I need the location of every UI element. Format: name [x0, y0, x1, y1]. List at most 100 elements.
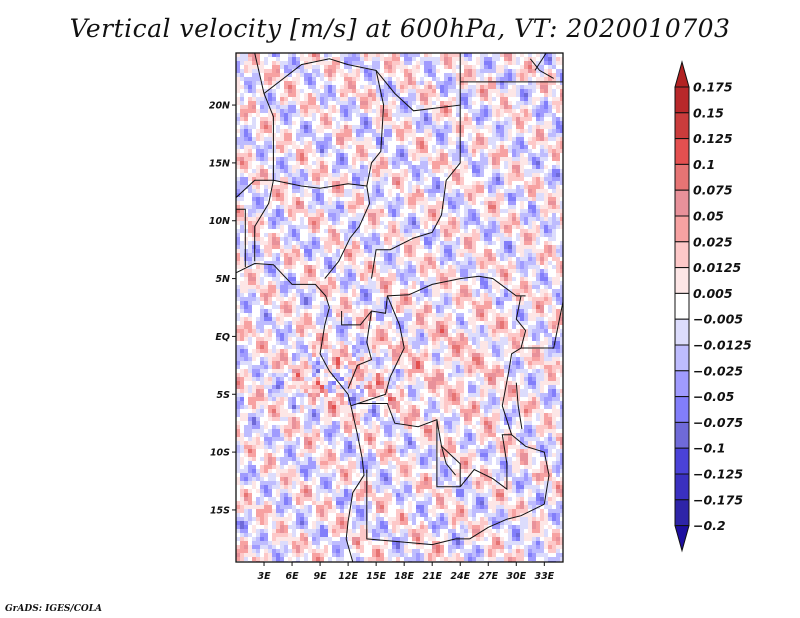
field-cell [484, 153, 488, 157]
field-cell [360, 345, 364, 349]
field-cell [476, 61, 480, 65]
field-cell [472, 161, 476, 165]
field-cell [556, 173, 560, 177]
field-cell [252, 189, 256, 193]
field-cell [392, 317, 396, 321]
field-cell [488, 297, 492, 301]
field-cell [536, 333, 540, 337]
field-cell [260, 169, 264, 173]
field-cell [508, 337, 512, 341]
field-cell [452, 89, 456, 93]
field-cell [436, 189, 440, 193]
field-cell [504, 105, 508, 109]
field-cell [556, 97, 560, 101]
field-cell [364, 117, 368, 121]
field-cell [308, 193, 312, 197]
field-cell [428, 285, 432, 289]
field-cell [488, 325, 492, 329]
field-cell [360, 177, 364, 181]
field-cell [280, 177, 284, 181]
field-cell [548, 149, 552, 153]
field-cell [424, 293, 428, 297]
field-cell [288, 261, 292, 265]
field-cell [484, 329, 488, 333]
field-cell [444, 249, 448, 253]
field-cell [460, 325, 464, 329]
field-cell [384, 269, 388, 273]
field-cell [520, 233, 524, 237]
field-cell [420, 77, 424, 81]
field-cell [556, 253, 560, 257]
field-cell [524, 105, 528, 109]
field-cell [340, 229, 344, 233]
field-cell [388, 249, 392, 253]
field-cell [524, 245, 528, 249]
field-cell [416, 225, 420, 229]
field-cell [500, 341, 504, 345]
field-cell [524, 309, 528, 313]
field-cell [360, 153, 364, 157]
field-cell [328, 261, 332, 265]
field-cell [428, 129, 432, 133]
field-cell [364, 77, 368, 81]
field-cell [376, 65, 380, 69]
field-cell [436, 305, 440, 309]
field-cell [408, 257, 412, 261]
field-cell [516, 157, 520, 161]
field-cell [264, 293, 268, 297]
field-cell [324, 265, 328, 269]
field-cell [544, 301, 548, 305]
field-cell [260, 293, 264, 297]
field-cell [304, 257, 308, 261]
field-cell [376, 317, 380, 321]
field-cell [464, 209, 468, 213]
field-cell [316, 213, 320, 217]
field-cell [312, 237, 316, 241]
field-cell [316, 209, 320, 213]
field-cell [256, 57, 260, 61]
field-cell [324, 281, 328, 285]
field-cell [500, 309, 504, 313]
field-cell [452, 181, 456, 185]
field-cell [504, 129, 508, 133]
field-cell [276, 129, 280, 133]
field-cell [536, 61, 540, 65]
field-cell [324, 89, 328, 93]
field-cell [540, 293, 544, 297]
field-cell [264, 197, 268, 201]
field-cell [444, 113, 448, 117]
field-cell [264, 245, 268, 249]
field-cell [264, 141, 268, 145]
field-cell [500, 277, 504, 281]
field-cell [560, 205, 563, 209]
field-cell [456, 89, 460, 93]
field-cell [276, 57, 280, 61]
field-cell [492, 265, 496, 269]
field-cell [292, 293, 296, 297]
field-cell [324, 145, 328, 149]
field-cell [372, 229, 376, 233]
field-cell [288, 205, 292, 209]
field-cell [328, 281, 332, 285]
field-cell [252, 193, 256, 197]
field-cell [260, 325, 264, 329]
field-cell [528, 181, 532, 185]
field-cell [376, 213, 380, 217]
field-cell [488, 229, 492, 233]
field-cell [472, 229, 476, 233]
field-cell [296, 189, 300, 193]
field-cell [308, 333, 312, 337]
field-cell [360, 273, 364, 277]
field-cell [444, 289, 448, 293]
field-cell [304, 293, 308, 297]
field-cell [336, 273, 340, 277]
field-cell [528, 245, 532, 249]
field-cell [440, 345, 444, 349]
field-cell [404, 273, 408, 277]
field-cell [248, 209, 252, 213]
field-cell [304, 57, 308, 61]
field-cell [420, 181, 424, 185]
field-cell [460, 197, 464, 201]
field-cell [352, 349, 356, 353]
field-cell [464, 297, 468, 301]
